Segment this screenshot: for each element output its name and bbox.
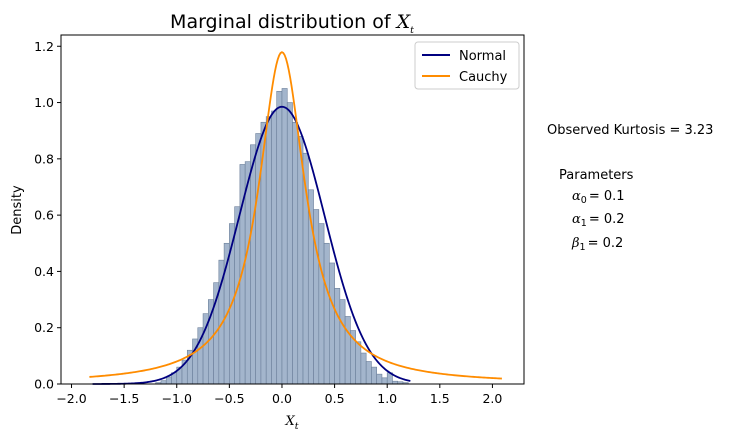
histogram-bar [365,361,372,385]
x-axis-ticks: −2.0 −1.5 −1.0 −0.5 0.0 0.5 1.0 1.5 2.0 [56,384,502,406]
histogram-bar [355,341,362,385]
x-tick-label: 1.0 [377,391,397,406]
param-alpha-1-sub: 1 [581,218,587,229]
y-tick-label: 0.6 [34,208,54,223]
x-tick-label: 2.0 [482,391,502,406]
histogram-bar [334,288,341,385]
histogram-bar [297,136,304,385]
param-alpha-0-symbol: α [572,189,581,204]
x-tick-label: 1.5 [430,391,450,406]
histogram-bar [292,121,299,385]
histogram-bar [265,116,272,385]
x-tick-label: 0.5 [325,391,345,406]
param-alpha-0-value: = 0.1 [589,189,625,204]
y-tick-label: 1.0 [34,95,54,110]
fit-curves [89,51,502,385]
x-tick-label: −1.0 [162,391,192,406]
histogram-bar [360,352,367,385]
histogram-bar [286,102,293,385]
histogram-bars [155,88,409,385]
side-annotations: Observed Kurtosis = 3.23 Parameters α0 = … [547,123,713,253]
histogram-bar [281,88,288,385]
chart-title-math: X [395,11,412,33]
histogram-bar [318,223,325,385]
param-alpha-0-sub: 0 [581,195,587,206]
chart-title-prefix: Marginal distribution of [170,11,397,33]
param-alpha-0: α0 = 0.1 [572,189,625,206]
x-axis-label-math: X [284,414,295,429]
curve-cauchy [89,51,502,380]
param-beta-1-sub: 1 [580,242,586,253]
y-tick-label: 1.2 [34,39,54,54]
histogram-bar [329,262,335,385]
param-beta-1-symbol: β [571,236,580,251]
curve-normal [92,105,411,385]
y-axis-ticks: 0.0 0.2 0.4 0.6 0.8 1.0 1.2 [34,39,61,392]
plot-frame [60,34,525,385]
histogram-bar [160,380,167,385]
y-tick-label: 0.2 [34,320,54,335]
legend-label-normal: Normal [459,49,506,64]
x-tick-label: −1.5 [109,391,139,406]
histogram-bar [323,242,330,385]
histogram-bar [344,316,351,385]
param-alpha-1-symbol: α [572,212,581,227]
x-axis-label: Xt [284,414,298,432]
param-beta-1-value: = 0.2 [588,236,624,251]
chart-title: Marginal distribution of Xt [170,11,414,36]
y-axis-label: Density [10,185,25,235]
y-tick-label: 0.0 [34,377,54,392]
legend-box [414,41,520,90]
histogram-bar [376,373,383,385]
y-tick-label: 0.8 [34,151,54,166]
param-beta-1: β1 = 0.2 [571,236,623,253]
histogram-bar [271,110,278,385]
histogram-bar [244,161,251,385]
y-tick-label: 0.4 [34,264,54,279]
param-alpha-1-value: = 0.2 [589,212,625,227]
kurtosis-annotation: Observed Kurtosis = 3.23 [547,123,713,138]
chart-title-math-sub: t [410,25,414,36]
histogram-bar [339,299,346,385]
x-tick-label: 0.0 [272,391,292,406]
histogram-bar [250,144,256,385]
x-axis-label-math-sub: t [295,421,299,432]
histogram-bar [276,90,283,385]
x-tick-label: −0.5 [214,391,244,406]
legend-label-cauchy: Cauchy [459,70,508,85]
x-tick-label: −2.0 [56,391,86,406]
histogram-bar [371,366,377,385]
histogram-bar [165,376,172,385]
legend: Normal Cauchy [414,41,520,90]
param-alpha-1: α1 = 0.2 [572,212,625,229]
parameters-heading: Parameters [559,168,634,183]
histogram-bar [381,377,388,385]
